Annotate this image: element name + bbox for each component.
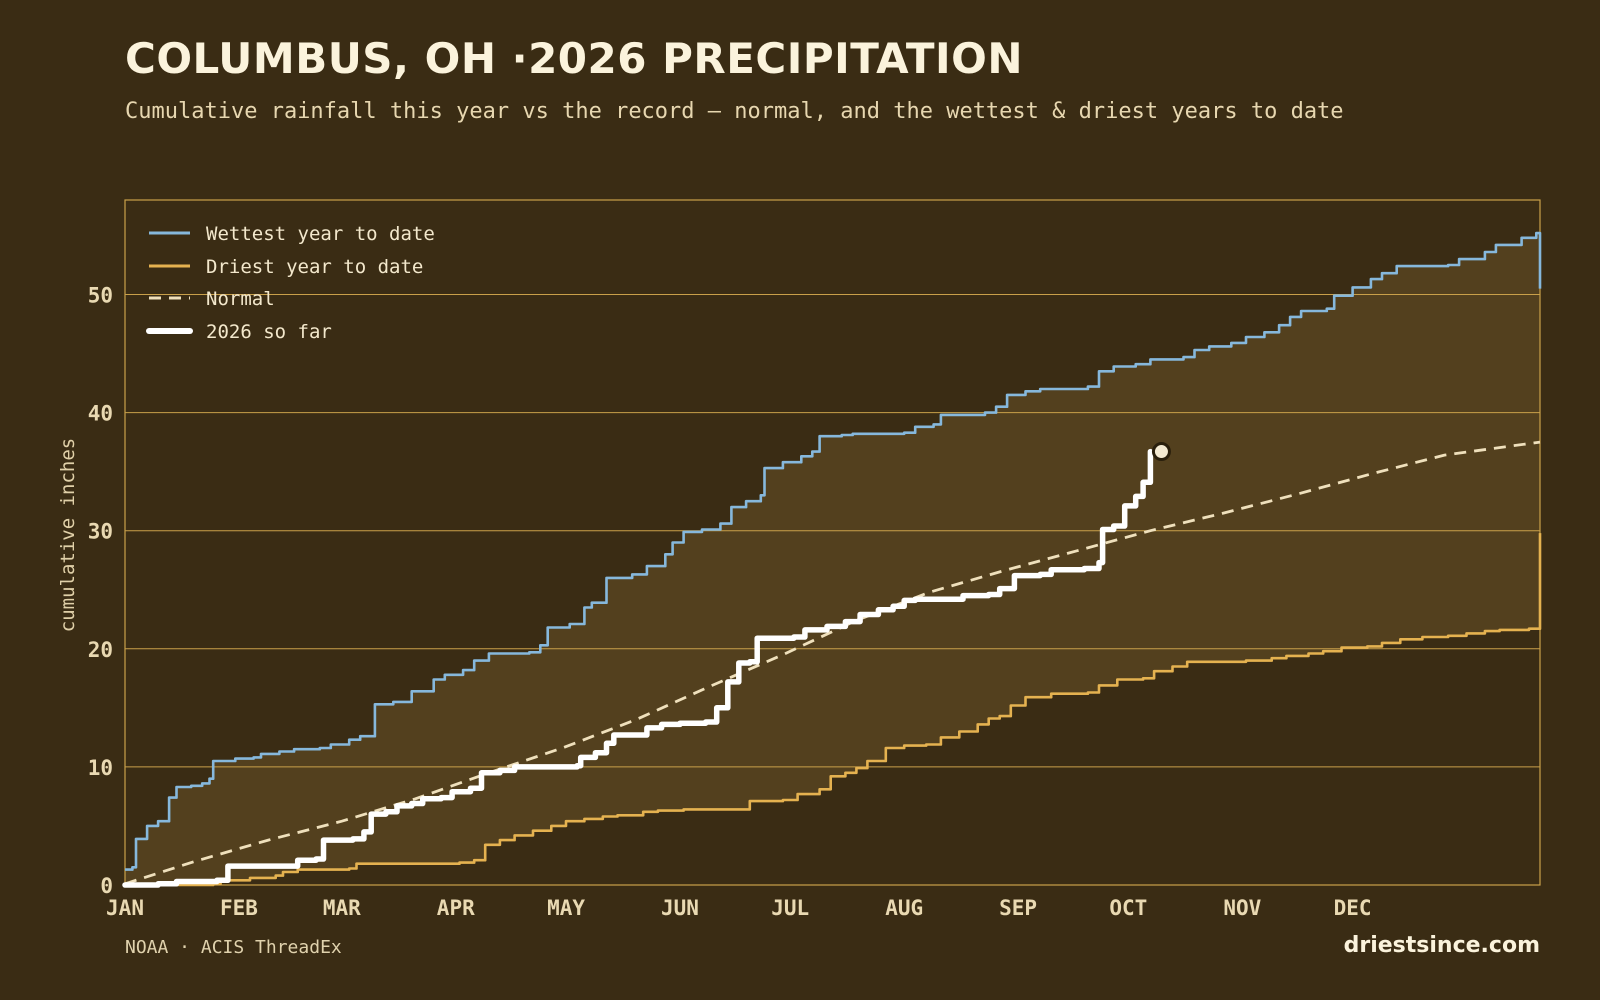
x-tick-label-aug: AUG <box>885 896 923 920</box>
x-tick-label-feb: FEB <box>220 896 258 920</box>
series-lines <box>122 231 1542 888</box>
series-normal-line <box>124 440 1541 886</box>
page-title: COLUMBUS, OH ·2026 PRECIPITATION <box>125 34 1024 83</box>
record-band-fill <box>125 233 1540 886</box>
x-tick-label-apr: APR <box>437 896 475 920</box>
x-tick-label-may: MAY <box>547 896 585 920</box>
x-tick-label-jan: JAN <box>106 896 144 920</box>
x-tick-label-dec: DEC <box>1334 896 1372 920</box>
current-value-marker <box>1151 442 1171 462</box>
y-tick-label-30: 30 <box>88 520 113 544</box>
x-tick-label-oct: OCT <box>1109 896 1147 920</box>
y-tick-label-10: 10 <box>88 756 113 780</box>
page-subtitle: Cumulative rainfall this year vs the rec… <box>125 99 1344 124</box>
x-tick-label-nov: NOV <box>1223 896 1261 920</box>
y-tick-label-50: 50 <box>88 283 113 307</box>
legend-label-current: 2026 so far <box>206 321 332 343</box>
y-tick-label-0: 0 <box>100 874 113 898</box>
y-ticks: 0 10 20 30 40 50 <box>88 283 113 898</box>
legend: Wettest year to date Driest year to date… <box>146 223 435 343</box>
gridlines <box>125 293 1540 768</box>
footer-brand-link[interactable]: driestsince.com <box>1343 933 1540 958</box>
y-tick-label-20: 20 <box>88 638 113 662</box>
x-tick-label-mar: MAR <box>323 896 361 920</box>
x-tick-label-sep: SEP <box>999 896 1037 920</box>
record-range-band <box>125 233 1540 886</box>
x-ticks: JAN FEB MAR APR MAY JUN JUL AUG SEP OCT NOV DEC <box>106 896 1371 920</box>
current-marker-layer <box>1151 442 1171 462</box>
x-tick-label-jun: JUN <box>661 896 699 920</box>
footer-source: NOAA · ACIS ThreadEx <box>125 937 342 958</box>
legend-label-wettest: Wettest year to date <box>206 223 435 245</box>
series-wettest-line <box>125 231 1542 871</box>
legend-label-normal: Normal <box>206 288 275 310</box>
y-tick-label-40: 40 <box>88 402 113 426</box>
x-tick-label-jul: JUL <box>771 896 809 920</box>
y-axis-label: cumulative inches <box>57 438 79 632</box>
series-current-line <box>122 448 1154 888</box>
series-driest-line <box>125 533 1542 887</box>
legend-label-driest: Driest year to date <box>206 256 423 278</box>
